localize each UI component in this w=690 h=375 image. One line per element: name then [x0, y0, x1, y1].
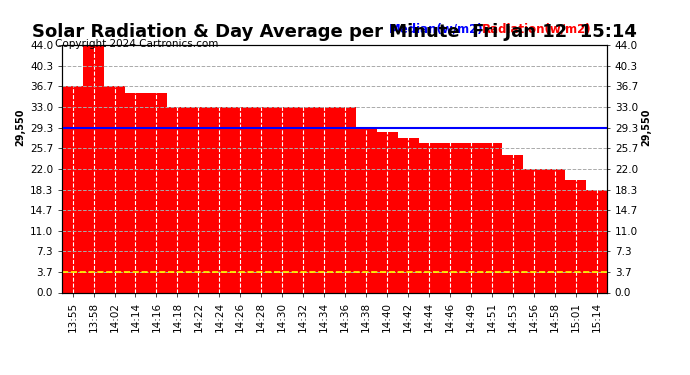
Bar [586, 190, 607, 292]
Text: Copyright 2024 Cartronics.com: Copyright 2024 Cartronics.com [55, 39, 219, 50]
Bar [314, 107, 335, 292]
Bar [272, 107, 293, 292]
Bar [250, 107, 272, 292]
Text: 29,550: 29,550 [641, 109, 651, 147]
Bar [230, 107, 250, 292]
Bar [544, 169, 565, 292]
Bar [83, 45, 104, 292]
Bar [440, 144, 460, 292]
Text: 29,550: 29,550 [15, 109, 26, 147]
Bar [523, 169, 544, 292]
Title: Solar Radiation & Day Average per Minute  Fri Jan 12  15:14: Solar Radiation & Day Average per Minute… [32, 22, 637, 40]
Bar [209, 107, 230, 292]
Bar [377, 132, 397, 292]
Bar [188, 107, 209, 292]
Text: Radiation(w/m2): Radiation(w/m2) [482, 22, 591, 35]
Bar [565, 180, 586, 292]
Text: Median(w/m2): Median(w/m2) [389, 22, 484, 35]
Bar [460, 144, 482, 292]
Bar [355, 127, 377, 292]
Bar [62, 86, 83, 292]
Bar [125, 93, 146, 292]
Bar [482, 144, 502, 292]
Bar [146, 93, 167, 292]
Bar [293, 107, 314, 292]
Bar [104, 86, 125, 292]
Bar [335, 107, 355, 292]
Bar [419, 144, 440, 292]
Bar [167, 107, 188, 292]
Bar [502, 154, 523, 292]
Bar [397, 138, 419, 292]
